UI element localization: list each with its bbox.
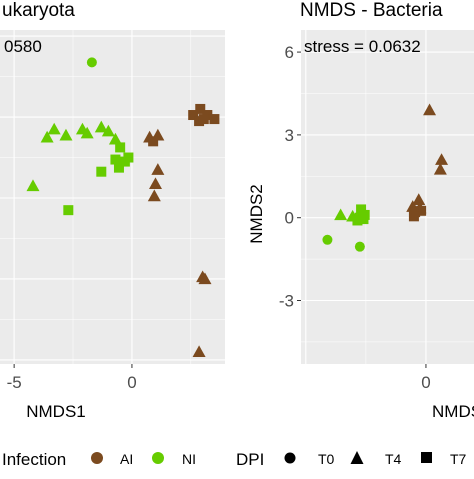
points-eukaryota <box>26 57 220 358</box>
data-point-ni-t4 <box>334 208 348 221</box>
y-axis-label-bacteria: NMDS2 <box>247 184 266 244</box>
y-tick-label: 3 <box>285 126 294 145</box>
data-point-ni-t7 <box>358 214 369 225</box>
gridlines-eukaryota <box>0 30 225 364</box>
data-point-ai-t4 <box>433 162 447 175</box>
data-point-ni-t0 <box>86 57 97 68</box>
plot-area-bacteria <box>301 30 474 364</box>
legend-key-t0 <box>284 452 296 464</box>
data-point-ni-t7 <box>96 166 107 177</box>
legend: Infection AI NI DPI T0 T4 T7 <box>2 450 467 469</box>
data-point-ai-t4 <box>151 163 165 175</box>
data-point-ai-t4 <box>192 345 206 358</box>
data-point-ai-t4 <box>435 153 449 165</box>
data-point-ni-t4 <box>26 179 40 192</box>
data-point-ni-t7 <box>356 204 367 215</box>
y-tick-label: 0 <box>285 209 294 228</box>
data-point-ai-t4 <box>147 189 161 202</box>
legend-label-t4: T4 <box>385 451 402 467</box>
legend-title-dpi: DPI <box>236 450 264 469</box>
legend-label-ai: AI <box>120 451 133 467</box>
data-point-ai-t4 <box>412 193 426 205</box>
legend-key-t7 <box>421 452 432 463</box>
data-point-ai-t4 <box>198 272 212 285</box>
data-point-ni-t0 <box>322 234 333 245</box>
data-point-ni-t7 <box>123 152 134 163</box>
data-point-ni-t4 <box>108 132 122 145</box>
data-point-ai-t7 <box>148 136 159 147</box>
data-point-ai-t7 <box>198 114 209 125</box>
data-point-ai-t7 <box>416 205 427 216</box>
data-point-ni-t4 <box>80 126 94 139</box>
data-point-ai-t7 <box>188 110 199 121</box>
data-point-ni-t4 <box>40 130 54 143</box>
y-tick-label: 6 <box>285 43 294 62</box>
data-point-ni-t4 <box>59 128 73 141</box>
data-point-ni-t4 <box>94 120 108 133</box>
legend-label-ni: NI <box>182 451 196 467</box>
legend-label-t7: T7 <box>450 451 467 467</box>
data-point-ai-t4 <box>148 177 162 190</box>
data-point-ni-t4 <box>101 124 115 137</box>
data-point-ai-t4 <box>423 103 437 116</box>
x-axis-label-bacteria: NMDS <box>432 402 474 421</box>
data-point-ni-t7 <box>115 142 126 153</box>
panel-title-eukaryota: ukaryota <box>2 0 75 21</box>
stress-annotation-bacteria: stress = 0.0632 <box>304 37 421 56</box>
data-point-ni-t7 <box>110 154 121 165</box>
gridlines-bacteria <box>301 30 474 364</box>
x-ticks-eukaryota: -5 0 <box>7 364 137 392</box>
legend-label-t0: T0 <box>318 451 335 467</box>
points-bacteria <box>322 103 449 252</box>
data-point-ni-t4 <box>47 122 61 135</box>
data-point-ai-t7 <box>209 114 220 125</box>
plot-area-eukaryota <box>0 30 225 364</box>
panel-bacteria: NMDS - Bacteria NMDS2 stress = 0.0632 6 3… <box>247 0 474 421</box>
legend-key-ni <box>152 452 164 464</box>
legend-key-t4 <box>350 451 364 464</box>
stress-annotation-eukaryota: 0580 <box>4 37 42 56</box>
y-ticks-bacteria: 6 3 0 -3 <box>279 43 301 311</box>
panel-title-bacteria: NMDS - Bacteria <box>300 0 443 21</box>
data-point-ni-t7 <box>113 162 124 173</box>
x-axis-label-eukaryota: NMDS1 <box>26 402 86 421</box>
data-point-ai-t7 <box>408 211 419 222</box>
x-tick-label: 0 <box>127 373 136 392</box>
legend-title-infection: Infection <box>2 450 66 469</box>
data-point-ni-t7 <box>352 215 363 226</box>
x-tick-label: 0 <box>421 373 430 392</box>
data-point-ai-t7 <box>195 103 206 114</box>
data-point-ni-t7 <box>63 205 74 216</box>
x-tick-label: -5 <box>7 373 22 392</box>
legend-key-ai <box>91 452 103 464</box>
panel-eukaryota: ukaryota 0580 -5 0 NMDS1 <box>0 0 225 421</box>
y-tick-label: -3 <box>279 292 294 311</box>
data-point-ni-t0 <box>354 241 365 252</box>
x-ticks-bacteria: 0 <box>421 364 431 392</box>
